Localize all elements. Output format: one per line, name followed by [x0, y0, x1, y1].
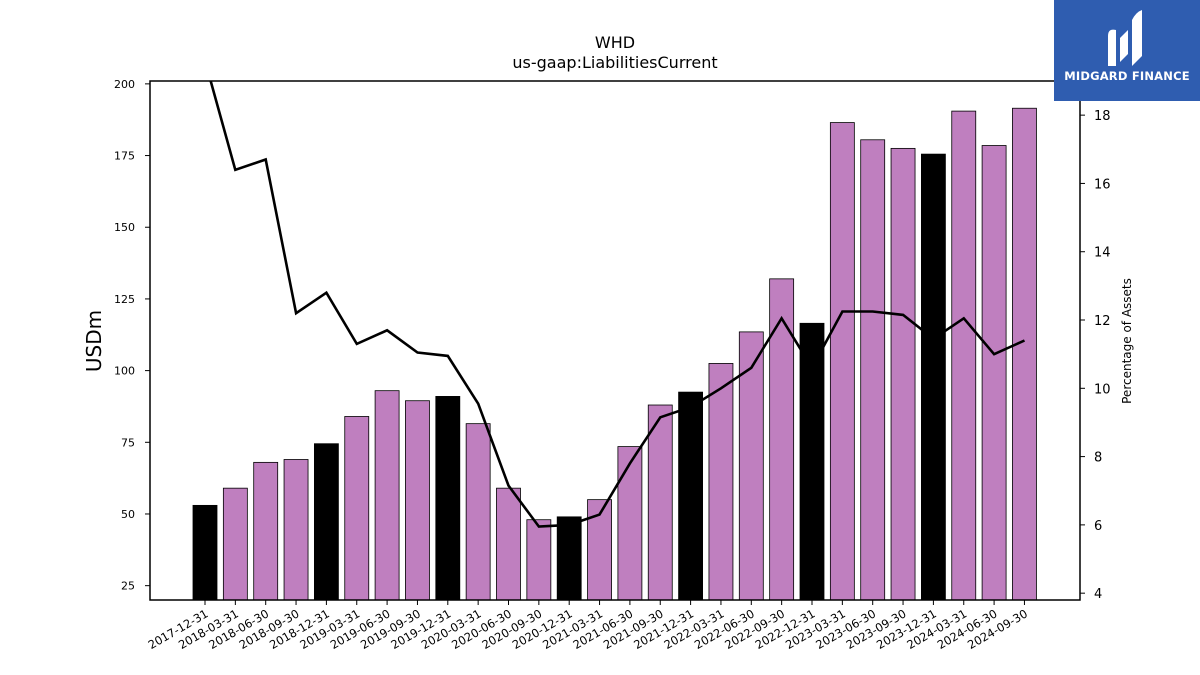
bar	[192, 504, 218, 601]
bar	[465, 423, 491, 601]
bar	[283, 459, 309, 601]
y2-tick-label: 6	[1094, 519, 1102, 534]
bar	[222, 487, 248, 601]
bar	[829, 122, 855, 601]
bar	[890, 147, 916, 601]
y2-tick-label: 18	[1094, 109, 1111, 124]
y2-tick-label: 16	[1094, 177, 1111, 192]
bar	[647, 404, 673, 601]
y-tick-label: 25	[121, 580, 135, 593]
y-tick-label: 125	[114, 293, 135, 306]
left-axis: 25 50 75 100 125 150 175 200	[114, 78, 150, 593]
y-tick-label: 75	[121, 436, 135, 449]
bar	[435, 396, 461, 601]
plot-frame	[149, 80, 1081, 601]
bar	[496, 487, 521, 601]
logo-mark-icon	[1108, 10, 1142, 67]
y2-tick-label: 12	[1094, 314, 1111, 329]
bar	[253, 461, 279, 601]
midgard-finance-logo: MIDGARD FINANCE	[1054, 0, 1200, 101]
bar	[708, 363, 734, 601]
right-axis: 4 6 8 10 12 14 16 18	[1080, 109, 1111, 602]
y2-axis-label: Percentage of Assets	[1120, 278, 1134, 404]
bar	[405, 400, 430, 601]
line-series	[209, 81, 1026, 528]
bar	[921, 153, 946, 601]
logo-text: MIDGARD FINANCE	[1064, 69, 1190, 83]
chart-title: WHD	[595, 33, 635, 52]
bar	[344, 416, 370, 601]
bar	[374, 390, 400, 601]
y-tick-label: 175	[114, 150, 135, 163]
bar	[951, 110, 977, 601]
y-tick-label: 50	[121, 508, 135, 521]
y-tick-label: 200	[114, 78, 135, 91]
y2-tick-label: 10	[1094, 382, 1111, 397]
bar	[526, 519, 552, 601]
bar	[678, 391, 703, 601]
bar	[799, 322, 825, 601]
y2-tick-label: 4	[1094, 587, 1102, 602]
bar	[313, 443, 339, 601]
bar	[556, 516, 582, 601]
bar	[860, 139, 886, 601]
percentage-line	[209, 81, 1026, 528]
y-tick-label: 100	[114, 365, 135, 378]
y-tick-label: 150	[114, 221, 135, 234]
bar	[981, 145, 1007, 601]
x-axis: 2017-12-312018-03-312018-06-302018-09-30…	[146, 600, 1030, 652]
y-axis-label: USDm	[82, 310, 106, 372]
bar	[769, 278, 795, 601]
bar-series	[192, 107, 1037, 601]
bar	[738, 331, 764, 601]
y2-tick-label: 8	[1094, 451, 1102, 466]
bar	[1012, 107, 1037, 601]
bar	[617, 446, 643, 601]
chart-subtitle: us-gaap:LiabilitiesCurrent	[512, 53, 717, 72]
y2-tick-label: 14	[1094, 246, 1111, 261]
